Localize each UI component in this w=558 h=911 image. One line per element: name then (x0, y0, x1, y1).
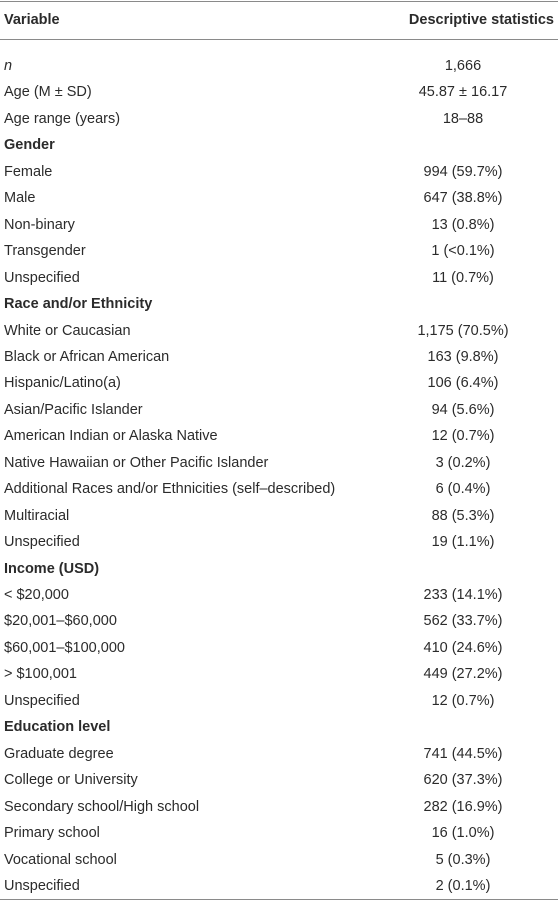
data-row: Male 647 (38.8%) (0, 185, 558, 211)
data-row: Graduate degree 741 (44.5%) (0, 741, 558, 767)
data-row: Unspecified 2 (0.1%) (0, 873, 558, 899)
row-value: 6 (0.4%) (435, 481, 491, 498)
row-label: White or Caucasian (4, 322, 131, 339)
data-row: Primary school 16 (1.0%) (0, 820, 558, 846)
row-label: n (4, 58, 13, 74)
row-label: > $100,001 (4, 666, 77, 683)
row-label: Primary school (4, 825, 100, 842)
data-row: Native Hawaiian or Other Pacific Islande… (0, 450, 558, 476)
row-value: 94 (5.6%) (431, 401, 495, 418)
bottom-rule (0, 899, 558, 900)
section-row: Race and/or Ethnicity (0, 291, 558, 317)
data-row: > $100,001 449 (27.2%) (0, 661, 558, 687)
header-row: Variable Descriptive statistics (0, 7, 558, 33)
row-label: Age range (years) (4, 110, 121, 127)
row-label: $60,001–$100,000 (4, 639, 125, 656)
data-row: Female 994 (59.7%) (0, 159, 558, 185)
section-label: Education level (4, 719, 111, 736)
data-row: $60,001–$100,000 410 (24.6%) (0, 635, 558, 661)
row-label: Unspecified (4, 692, 80, 709)
data-row: Age (M ± SD) 45.87 ± 16.17 (0, 79, 558, 105)
row-value: 1,666 (444, 58, 482, 74)
data-row: Transgender 1 (<0.1%) (0, 238, 558, 264)
row-label: American Indian or Alaska Native (4, 428, 218, 445)
data-row: Multiracial 88 (5.3%) (0, 503, 558, 529)
row-label: Asian/Pacific Islander (4, 401, 143, 418)
row-value: 19 (1.1%) (431, 534, 495, 551)
row-label: Transgender (4, 243, 86, 260)
row-label: Male (4, 190, 36, 207)
row-value: 12 (0.7%) (431, 428, 495, 445)
row-value: 2 (0.1%) (435, 877, 491, 894)
row-value: 45.87 ± 16.17 (418, 84, 508, 101)
row-label: Multiracial (4, 507, 70, 524)
row-label: Hispanic/Latino(a) (4, 375, 121, 392)
data-row: Unspecified 11 (0.7%) (0, 265, 558, 291)
row-value: 741 (44.5%) (423, 745, 503, 762)
row-value: 11 (0.7%) (432, 269, 494, 286)
row-label: Unspecified (4, 269, 80, 286)
data-row: Non-binary 13 (0.8%) (0, 212, 558, 238)
data-row: Unspecified 12 (0.7%) (0, 688, 558, 714)
row-value: 449 (27.2%) (423, 666, 503, 683)
header-rule (0, 39, 558, 40)
data-row: White or Caucasian 1,175 (70.5%) (0, 318, 558, 344)
row-value: 1 (<0.1%) (431, 243, 495, 260)
row-label: $20,001–$60,000 (4, 613, 117, 630)
data-row: Additional Races and/or Ethnicities (sel… (0, 476, 558, 502)
row-label: Secondary school/High school (4, 798, 200, 815)
row-value: 562 (33.7%) (423, 613, 503, 630)
header-cell: Descriptive statistics (408, 12, 554, 28)
row-value: 5 (0.3%) (435, 851, 491, 868)
row-value: 1,175 (70.5%) (417, 322, 509, 339)
row-label: Unspecified (4, 534, 80, 551)
row-label: Age (M ± SD) (4, 84, 92, 101)
row-value: 106 (6.4%) (427, 375, 499, 392)
header-cell: Variable (4, 12, 60, 28)
row-label: Vocational school (4, 851, 117, 868)
section-row: Education level (0, 714, 558, 740)
row-label: Female (4, 163, 53, 180)
data-row: $20,001–$60,000 562 (33.7%) (0, 608, 558, 634)
row-label: Native Hawaiian or Other Pacific Islande… (4, 454, 269, 471)
section-row: Income (USD) (0, 556, 558, 582)
row-value: 994 (59.7%) (423, 163, 503, 180)
row-label: < $20,000 (4, 587, 69, 603)
section-label: Income (USD) (4, 560, 100, 577)
data-row: Vocational school 5 (0.3%) (0, 847, 558, 873)
data-row: College or University 620 (37.3%) (0, 767, 558, 793)
row-label: Black or African American (4, 348, 170, 365)
data-row: Hispanic/Latino(a) 106 (6.4%) (0, 370, 558, 396)
row-label: Non-binary (4, 216, 75, 233)
section-row: Gender (0, 132, 558, 158)
row-value: 282 (16.9%) (423, 798, 503, 815)
row-value: 12 (0.7%) (431, 692, 495, 709)
section-label: Gender (4, 137, 55, 154)
row-value: 16 (1.0%) (431, 825, 495, 842)
top-rule (0, 1, 558, 2)
data-row: Asian/Pacific Islander 94 (5.6%) (0, 397, 558, 423)
row-value: 3 (0.2%) (435, 454, 491, 471)
row-label: Additional Races and/or Ethnicities (sel… (4, 481, 336, 498)
data-row: Unspecified 19 (1.1%) (0, 529, 558, 555)
row-value: 620 (37.3%) (423, 772, 503, 789)
data-row: Black or African American 163 (9.8%) (0, 344, 558, 370)
data-row: American Indian or Alaska Native 12 (0.7%… (0, 423, 558, 449)
row-label: College or University (4, 772, 138, 789)
row-value: 647 (38.8%) (423, 190, 503, 207)
row-label: Unspecified (4, 877, 80, 894)
section-label: Race and/or Ethnicity (4, 296, 153, 313)
row-value: 410 (24.6%) (423, 639, 503, 656)
data-row: Secondary school/High school 282 (16.9%) (0, 794, 558, 820)
row-value: 18–88 (442, 110, 484, 127)
data-row: Age range (years) 18–88 (0, 106, 558, 132)
row-value: 163 (9.8%) (427, 348, 499, 365)
data-row: < $20,000 233 (14.1%) (0, 582, 558, 608)
row-value: 88 (5.3%) (431, 507, 495, 524)
row-value: 13 (0.8%) (431, 216, 495, 233)
row-value: 233 (14.1%) (423, 587, 503, 603)
row-label: Graduate degree (4, 745, 114, 762)
data-row: n 1,666 (0, 53, 558, 79)
